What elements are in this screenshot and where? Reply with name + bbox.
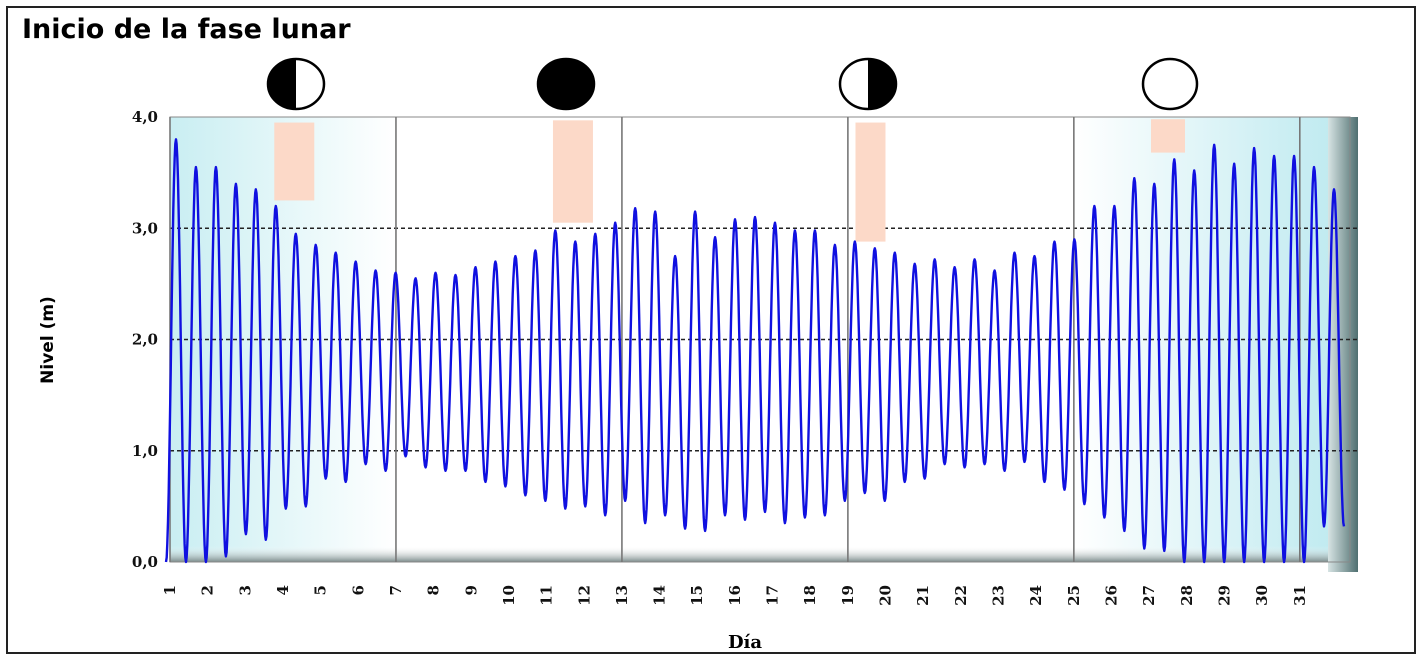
phase-bar-cuarto-creciente — [274, 122, 315, 201]
phase-bar-luna-llena — [1150, 119, 1185, 153]
tide-series — [164, 138, 1346, 564]
phase-bar-cuarto-menguante — [855, 122, 886, 242]
x-tick-label: 7 — [387, 585, 405, 595]
x-axis-label: Día — [727, 632, 763, 653]
x-tick-label: 28 — [1178, 585, 1196, 606]
x-tick-label: 3 — [236, 585, 254, 595]
plot-bottom-bevel — [170, 546, 1336, 562]
moon-shadow — [268, 59, 296, 109]
y-tick-label: 0,0 — [132, 553, 158, 571]
axis-ticks: 0,01,02,03,04,01 2 3 4 5 6 7 8 9 10 11 12 13 14 15 16 17… — [132, 108, 1309, 606]
phase-bar-luna-nueva — [552, 120, 593, 223]
x-tick-label: 9 — [462, 585, 480, 595]
x-tick-label: 27 — [1140, 585, 1158, 606]
moon-icon-cuarto-menguante — [838, 57, 898, 111]
y-tick-label: 2,0 — [132, 331, 158, 349]
chart-title: Inicio de la fase lunar — [22, 14, 351, 45]
x-tick-label: 17 — [764, 585, 782, 606]
y-tick-label: 1,0 — [132, 442, 158, 460]
y-tick-label: 3,0 — [132, 219, 158, 237]
chart-frame — [6, 6, 1416, 654]
x-tick-label: 8 — [425, 585, 443, 595]
x-tick-label: 19 — [839, 585, 857, 606]
moon-phase-markers — [266, 57, 1199, 242]
x-tick-label: 2 — [199, 585, 217, 595]
x-tick-label: 22 — [952, 585, 970, 606]
moon-shadow — [868, 59, 896, 109]
moon-disc — [536, 57, 596, 111]
x-tick-label: 26 — [1103, 585, 1121, 606]
x-tick-label: 24 — [1027, 585, 1045, 606]
x-tick-label: 25 — [1065, 585, 1083, 606]
x-tick-label: 30 — [1253, 585, 1271, 606]
x-tick-label: 15 — [688, 585, 706, 606]
x-tick-label: 29 — [1215, 585, 1233, 606]
x-tick-label: 16 — [726, 585, 744, 606]
x-tick-label: 14 — [651, 585, 669, 606]
x-tick-label: 5 — [312, 585, 330, 595]
moon-icon-cuarto-creciente — [266, 57, 326, 111]
x-tick-label: 12 — [575, 585, 593, 606]
x-tick-label: 13 — [613, 585, 631, 606]
x-tick-label: 31 — [1291, 585, 1309, 606]
y-tick-label: 4,0 — [132, 108, 158, 126]
moon-icon-luna-nueva — [536, 57, 596, 111]
x-tick-label: 6 — [349, 585, 367, 595]
tide-line — [164, 138, 1346, 564]
x-tick-label: 4 — [274, 585, 292, 595]
moon-disc — [1141, 57, 1199, 111]
x-tick-label: 18 — [801, 585, 819, 606]
x-tick-label: 23 — [990, 585, 1008, 606]
x-tick-label: 21 — [914, 585, 932, 606]
x-tick-label: 1 — [161, 585, 179, 595]
x-tick-label: 11 — [538, 585, 556, 606]
x-tick-label: 20 — [877, 585, 895, 606]
moon-icon-luna-llena — [1141, 57, 1199, 111]
x-tick-label: 10 — [500, 585, 518, 606]
